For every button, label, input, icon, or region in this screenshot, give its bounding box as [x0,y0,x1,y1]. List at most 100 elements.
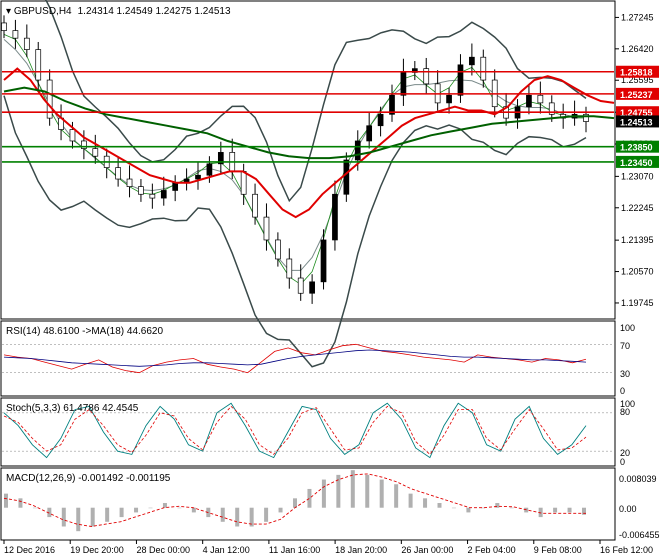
stoch-tick-80: 80 [620,407,630,417]
macd-histogram-bar [408,493,413,508]
price-level-label: 1.24513 [620,117,653,127]
candle-body [389,94,395,115]
macd-histogram-bar [321,479,326,508]
price-level-tag [616,140,659,153]
macd-histogram-bar [423,498,428,508]
candle-body [297,277,304,294]
price-tick-label: 1.23070 [621,171,654,181]
candle-body [423,68,430,85]
stoch-layer [2,402,614,459]
candle-body [526,94,532,108]
candle-body [537,94,544,104]
candle-body [343,159,350,195]
candle-body [172,182,179,191]
candle-body [126,178,133,188]
price-level-tag [616,155,659,168]
macd-histogram-bar [307,488,312,508]
candle-body [377,113,384,127]
stoch-tick-20: 20 [620,448,630,458]
macd-histogram-bar [480,507,485,509]
symbol-header: ▾ GBPUSD,H4 1.24314 1.24549 1.24275 1.245… [6,6,231,17]
candle-body [275,239,281,260]
candle-body [457,64,464,96]
candle-body [286,258,293,279]
candle-body [309,281,315,294]
price-level-label: 1.24755 [620,108,653,118]
candle-body [252,193,258,218]
macd-histogram-bar [148,507,153,509]
main-price-layer [1,0,615,368]
macd-histogram-bar [264,507,269,522]
candle-body [469,56,475,66]
rsi-scale-max: 100 [620,323,635,333]
green-ma-line [3,86,615,160]
macd-histogram-bar [220,507,225,522]
macd-histogram-bar [76,507,81,532]
macd-histogram-bar [18,498,23,508]
candle-body [35,49,42,81]
time-tick-label: 26 Jan 00:00 [401,545,453,555]
macd-histogram-bar [495,503,500,508]
macd-tick-min: -0.006455 [619,530,660,540]
candle-body [115,167,121,180]
macd-histogram-bar [162,503,167,508]
time-tick-label: 9 Feb 08:00 [534,545,582,555]
rsi-scale-min: 0 [620,386,625,396]
macd-histogram-bar [32,507,37,509]
collapse-icon[interactable]: ▾ [6,6,14,17]
candle-body [12,30,19,39]
candle-body [240,171,247,195]
macd-histogram-bar [553,507,558,513]
red-ma-line [3,67,615,219]
price-tick-label: 1.22245 [621,203,654,213]
time-tick-label: 18 Jan 20:00 [335,545,387,555]
time-tick-label: 16 Feb 12:00 [600,545,653,555]
candle-body [217,152,224,165]
candle-body [263,216,270,241]
price-level-tag [616,115,659,128]
stoch-label: Stoch(5,3,3) 61.4786 42.4545 [6,403,139,414]
candle-body [160,190,167,199]
macd-layer [3,470,586,532]
candle-body [446,94,452,104]
time-tick-label: 4 Jan 12:00 [203,545,250,555]
price-tick-label: 1.19745 [621,298,654,308]
macd-histogram-bar [47,507,52,518]
macd-histogram-bar [365,474,370,508]
axis-layer: 1.272451.264201.255951.247551.239201.230… [3,12,659,555]
rsi-tick-70: 70 [620,341,630,351]
price-level-label: 1.25237 [620,90,653,100]
stoch-scale-min: 0 [620,457,625,467]
stoch-main-line [3,402,587,459]
time-tick-label: 11 Jan 16:00 [269,545,320,555]
candle-body [23,37,30,50]
rsi-label: RSI(14) 48.6100 ->MA(18) 44.6620 [6,326,163,337]
rsi-panel [0,320,616,397]
macd-histogram-bar [293,498,297,508]
price-level-tag [616,65,659,78]
symbol-label: GBPUSD,H4 [14,6,72,17]
macd-histogram-bar [119,507,124,518]
candle-body [332,193,338,241]
macd-histogram-bar [278,507,283,513]
price-tick-label: 1.20570 [621,267,654,277]
rsi-ma-line [3,349,587,367]
macd-histogram-bar [567,507,572,513]
candle-body [354,140,361,161]
macd-histogram-bar [379,479,384,508]
candle-body [46,79,53,119]
price-tick-label: 1.27245 [621,12,654,22]
candle-body [480,56,487,81]
macd-histogram-bar [336,474,341,508]
price-tick-label: 1.25595 [621,75,654,85]
macd-label: MACD(12,26,9) -0.001492 -0.001195 [6,473,171,484]
macd-histogram-bar [451,507,456,509]
candle-body [81,140,87,149]
macd-histogram-bar [350,470,355,508]
rsi-tick-30: 30 [620,369,630,379]
time-tick-label: 19 Dec 20:00 [70,545,124,555]
macd-histogram-bar [394,484,399,508]
time-tick-label: 12 Dec 2016 [4,545,55,555]
